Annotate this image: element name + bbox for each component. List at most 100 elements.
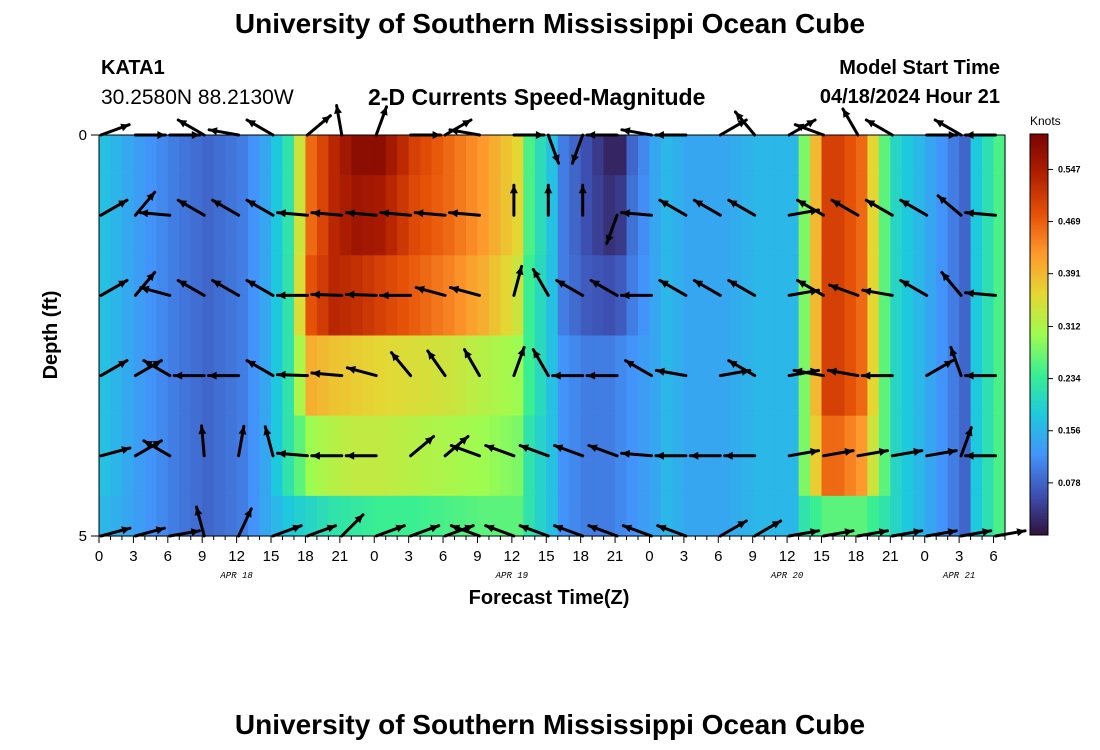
- current-vector-arrow: [426, 349, 447, 378]
- heatmap-cell: [959, 175, 972, 256]
- current-vector-arrow: [553, 524, 585, 538]
- heatmap-cell: [202, 415, 215, 497]
- heatmap-cell: [523, 415, 536, 497]
- heatmap-cell: [672, 255, 685, 337]
- heatmap-cell: [167, 135, 180, 176]
- heatmap-cell: [970, 495, 983, 537]
- heatmap-cell: [775, 175, 788, 256]
- vector-head: [621, 449, 630, 458]
- current-vector-arrow: [940, 270, 963, 297]
- heatmap-cell: [810, 335, 823, 417]
- vector-head: [587, 131, 596, 139]
- heatmap-cells: [99, 135, 1006, 537]
- heatmap-cell: [913, 335, 926, 417]
- heatmap-cell: [810, 495, 823, 537]
- heatmap-cell: [706, 255, 719, 337]
- current-vector-arrow: [658, 198, 688, 217]
- heatmap-cell: [569, 415, 582, 497]
- heatmap-cell: [695, 175, 708, 256]
- y-tick-label: 5: [79, 528, 87, 545]
- currents-chart: 0 3 6 9 12 15 18 21 0 3 6 9 12 15 18 21 0 3 6 9 12 15 18 21 0 3 6 A…: [40, 104, 1081, 609]
- heatmap-cell: [397, 415, 410, 497]
- heatmap-cell: [557, 175, 570, 256]
- heatmap-cell: [259, 255, 272, 337]
- current-vector-arrow: [276, 209, 309, 218]
- x-tick-label: 15: [538, 548, 555, 565]
- vector-head: [831, 200, 841, 208]
- heatmap-cell: [248, 335, 261, 417]
- heatmap-cell: [420, 495, 433, 537]
- current-vector-arrow: [587, 524, 619, 538]
- heatmap-cell: [144, 135, 157, 176]
- heatmap-cell: [982, 135, 995, 176]
- heatmap-cell: [454, 175, 467, 256]
- x-tick-label: 15: [263, 548, 280, 565]
- heatmap-cell: [775, 135, 788, 176]
- vector-head: [913, 448, 922, 456]
- heatmap-cell: [282, 415, 295, 497]
- heatmap-cell: [775, 335, 788, 417]
- vector-head: [578, 185, 587, 194]
- heatmap-cell: [592, 415, 605, 497]
- heatmap-cell: [248, 415, 261, 497]
- vector-head: [965, 131, 974, 139]
- x-tick-label: 6: [439, 548, 447, 565]
- heatmap-cell: [534, 335, 547, 417]
- heatmap-cell: [901, 135, 914, 176]
- vector-head: [430, 524, 439, 533]
- x-tick-label: 0: [370, 548, 378, 565]
- vector-head: [346, 209, 355, 218]
- current-vector-arrow: [787, 528, 821, 538]
- heatmap-cell: [901, 415, 914, 497]
- vector-head: [965, 451, 974, 460]
- heatmap-cell: [901, 175, 914, 256]
- y-tick-label: 0: [79, 127, 87, 144]
- current-vector-arrow: [964, 289, 997, 298]
- heatmap-cell: [443, 135, 456, 176]
- current-vector-arrow: [555, 278, 585, 297]
- heatmap-cell: [454, 135, 467, 176]
- heatmap-cell: [121, 335, 135, 417]
- current-vector-arrow: [531, 267, 550, 297]
- heatmap-cell: [752, 175, 765, 256]
- heatmap-cell: [500, 135, 513, 176]
- heatmap-cell: [121, 495, 135, 537]
- heatmap-cell: [99, 175, 112, 256]
- heatmap-cell: [179, 175, 192, 256]
- heatmap-cell: [465, 135, 479, 176]
- x-tick-label: 18: [848, 548, 865, 565]
- heatmap-cell: [144, 415, 157, 497]
- heatmap-cell: [500, 175, 513, 256]
- heatmap-cell: [959, 135, 972, 176]
- heatmap-cell: [878, 175, 891, 256]
- heatmap-cell: [924, 335, 937, 417]
- colorbar-label: 0.078: [1058, 478, 1081, 488]
- vector-head: [311, 451, 320, 460]
- vector-head: [190, 528, 200, 537]
- current-vector-arrow: [194, 505, 206, 538]
- vector-head: [509, 185, 518, 194]
- vector-head: [326, 524, 336, 533]
- vector-head: [121, 526, 130, 535]
- heatmap-cell: [385, 135, 398, 176]
- current-vector-arrow: [933, 118, 963, 137]
- current-vector-arrow: [310, 451, 344, 460]
- heatmap-cell: [282, 495, 295, 537]
- heatmap-cell: [523, 135, 536, 176]
- heatmap-cell: [156, 335, 169, 417]
- heatmap-cell: [982, 495, 995, 537]
- heatmap-cell: [718, 255, 731, 337]
- heatmap-cell: [420, 175, 433, 256]
- vector-head: [178, 280, 188, 288]
- model-start-value: 04/18/2024 Hour 21: [819, 86, 1000, 108]
- current-vector-arrow: [654, 131, 688, 139]
- vector-head: [155, 526, 165, 535]
- vector-head: [795, 123, 805, 132]
- current-vector-arrow: [449, 285, 481, 297]
- heatmap-cell: [787, 495, 800, 537]
- heatmap-cell: [557, 255, 570, 337]
- current-vector-arrow: [305, 524, 338, 538]
- x-tick-label: 3: [680, 548, 688, 565]
- current-vector-arrow: [544, 183, 553, 217]
- current-vector-arrow: [448, 127, 481, 137]
